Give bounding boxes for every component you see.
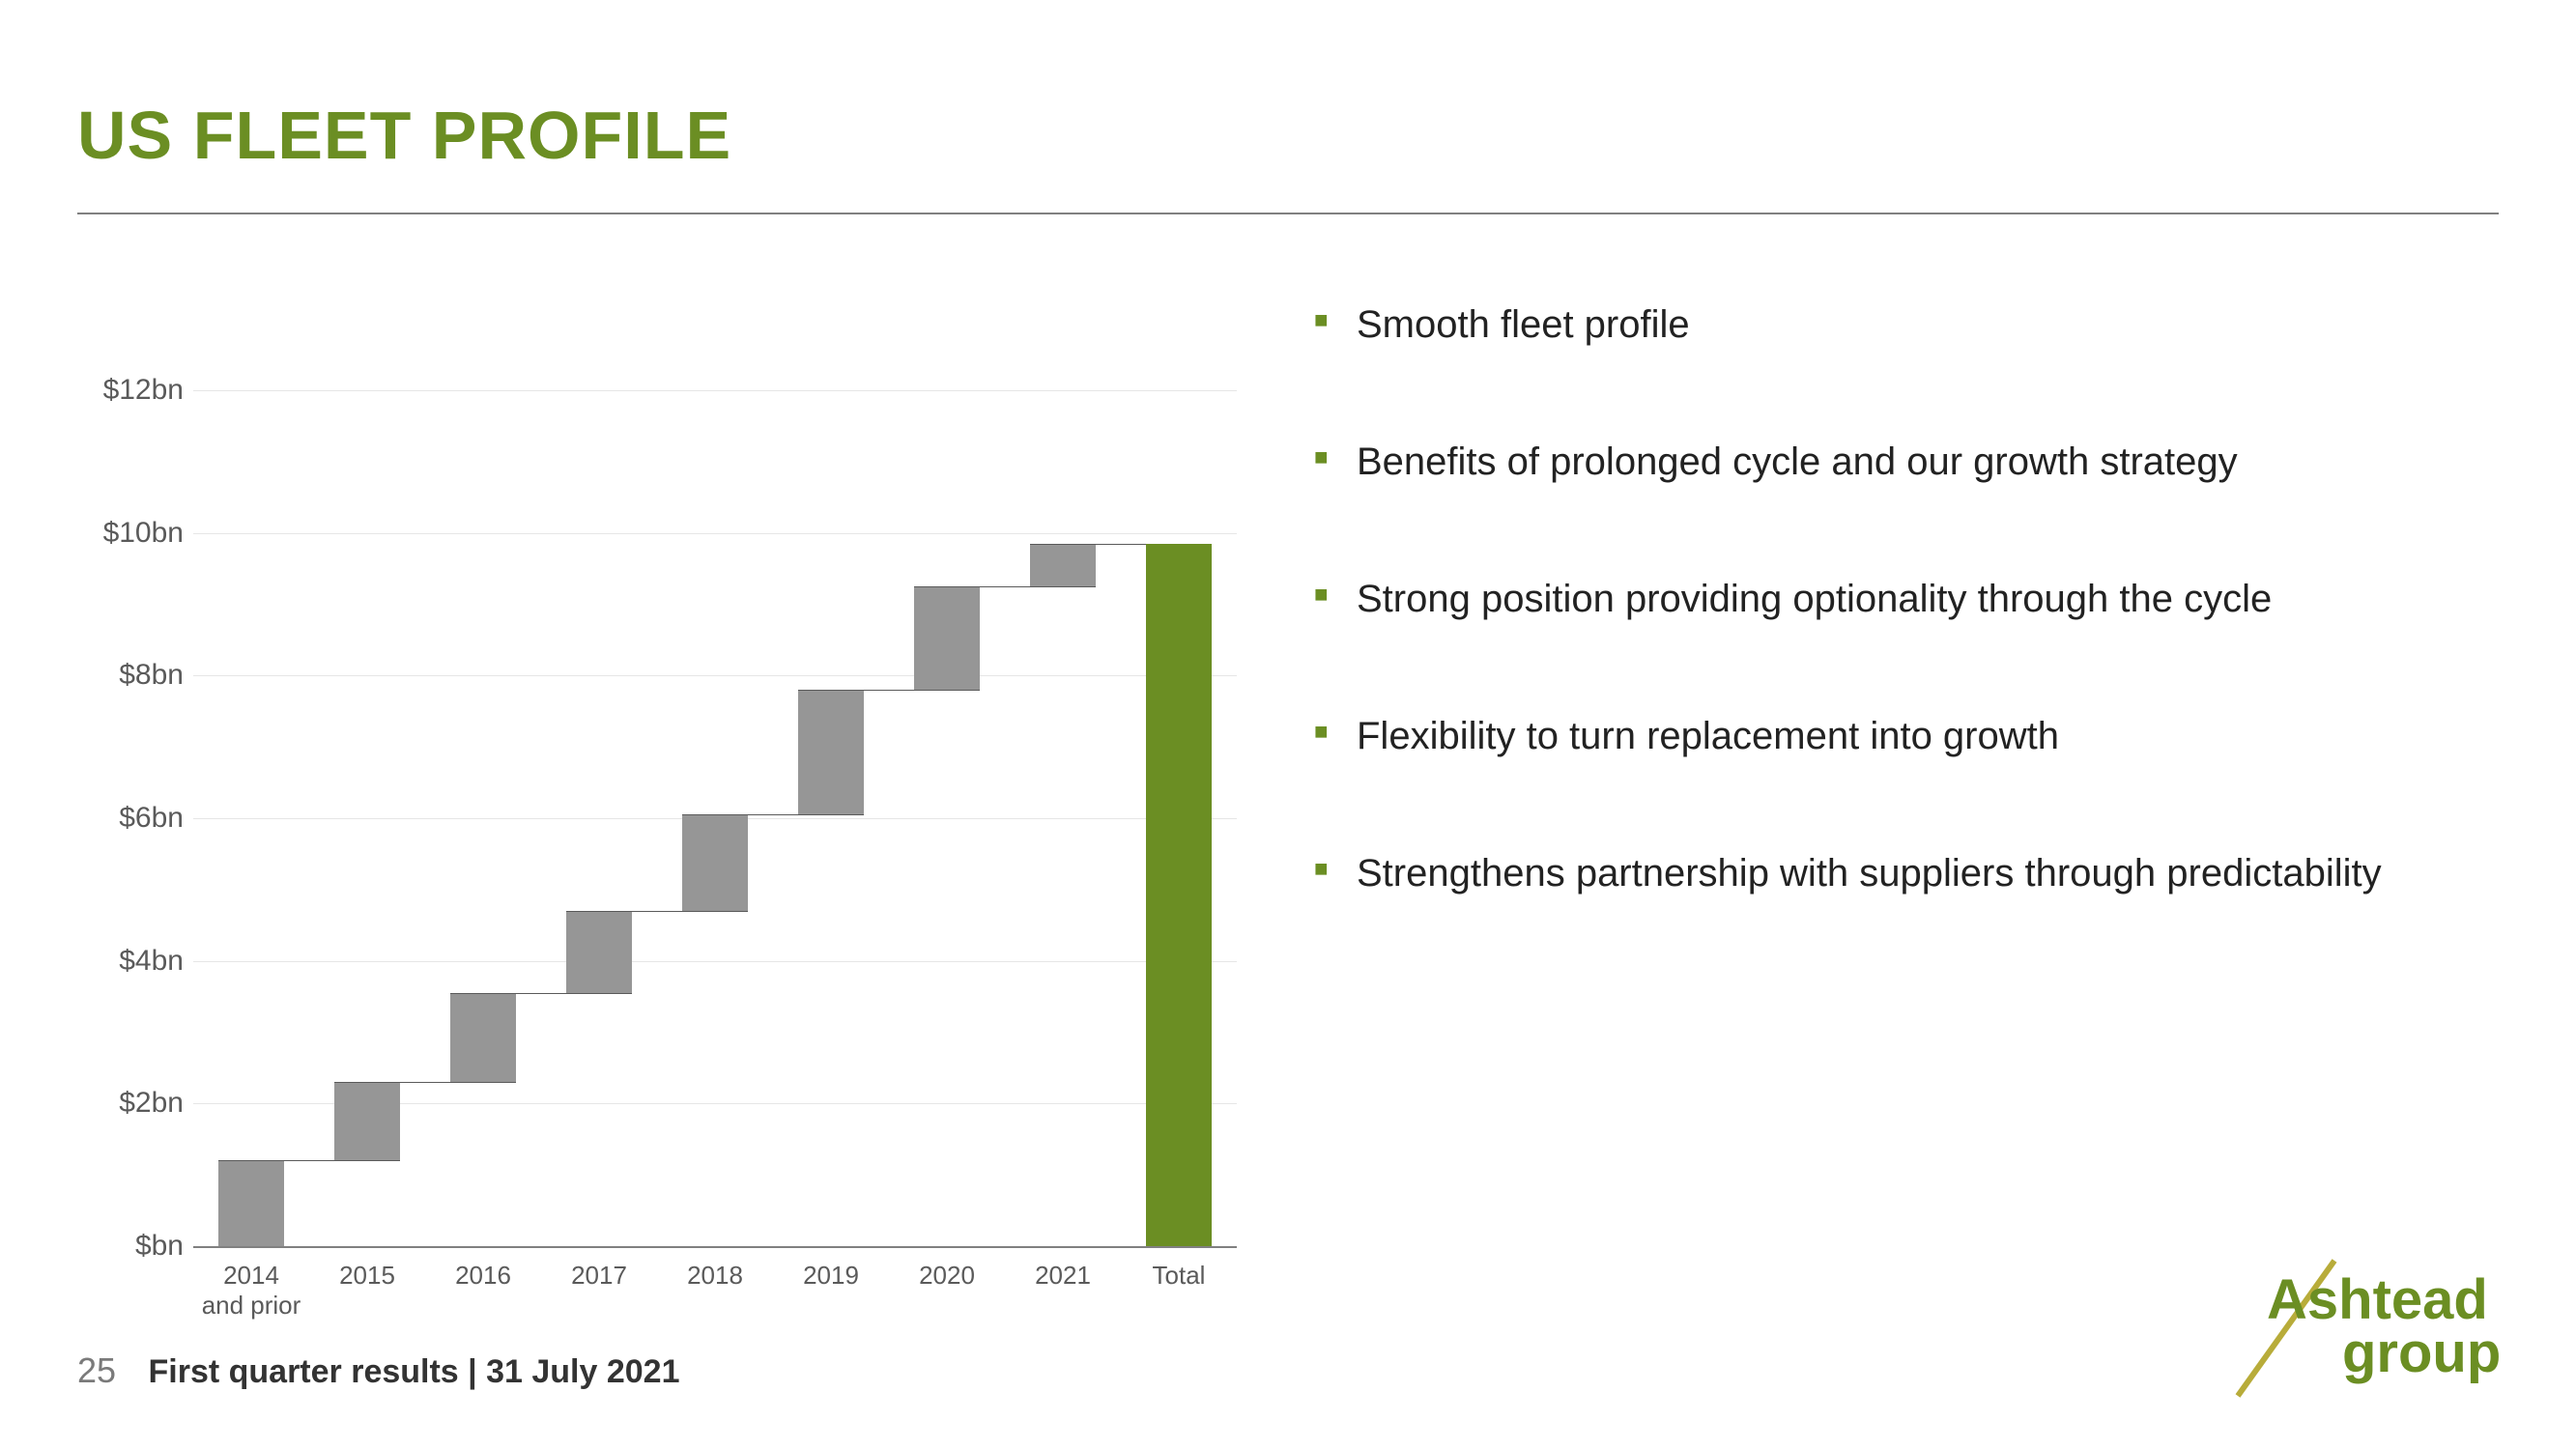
footer-text: First quarter results | 31 July 2021 (149, 1353, 680, 1390)
x-tick-label: 2017 (541, 1261, 657, 1291)
title-rule (77, 213, 2499, 214)
waterfall-chart: $bn$2bn$4bn$6bn$8bn$10bn$12bn2014and pri… (77, 290, 1256, 1314)
ashtead-logo: Ashtead group (2170, 1251, 2499, 1410)
y-tick-label: $4bn (77, 945, 184, 978)
bullet-item: Smooth fleet profile (1314, 299, 2493, 350)
y-tick-label: $2bn (77, 1087, 184, 1120)
connector-line (798, 690, 979, 691)
connector-line (914, 586, 1095, 587)
waterfall-bar (334, 1082, 399, 1160)
x-tick-label: 2016 (425, 1261, 541, 1291)
connector-line (682, 814, 863, 815)
y-tick-label: $bn (77, 1230, 184, 1263)
logo-line2: group (2342, 1321, 2499, 1384)
connector-line (566, 911, 747, 912)
y-tick-label: $6bn (77, 802, 184, 835)
bullet-item: Benefits of prolonged cycle and our grow… (1314, 437, 2493, 487)
bullet-item: Strengthens partnership with suppliers t… (1314, 848, 2493, 898)
connector-line (450, 993, 631, 994)
connector-line (334, 1082, 515, 1083)
y-tick-label: $10bn (77, 517, 184, 550)
x-tick-label: 2014and prior (193, 1261, 309, 1321)
x-tick-label: 2015 (309, 1261, 425, 1291)
page-number: 25 (77, 1350, 116, 1390)
page-title: US FLEET PROFILE (77, 97, 731, 174)
y-tick-label: $12bn (77, 374, 184, 407)
grid-line (193, 533, 1237, 534)
footer: 25 First quarter results | 31 July 2021 (77, 1350, 680, 1391)
waterfall-bar (218, 1160, 283, 1246)
waterfall-bar (1030, 544, 1095, 586)
total-bar (1146, 544, 1211, 1246)
grid-line (193, 675, 1237, 676)
grid-line (193, 961, 1237, 962)
waterfall-bar (798, 690, 863, 814)
x-tick-label: 2018 (657, 1261, 773, 1291)
waterfall-bar (566, 911, 631, 993)
bullet-list: Smooth fleet profile Benefits of prolonge… (1314, 299, 2493, 985)
connector-line (218, 1160, 399, 1161)
x-tick-label: 2019 (773, 1261, 889, 1291)
x-tick-label: 2020 (889, 1261, 1005, 1291)
waterfall-bar (914, 586, 979, 690)
waterfall-bar (682, 814, 747, 911)
bullet-item: Flexibility to turn replacement into gro… (1314, 711, 2493, 761)
x-tick-label: 2021 (1005, 1261, 1121, 1291)
x-axis (193, 1246, 1237, 1248)
x-tick-label: Total (1121, 1261, 1237, 1291)
y-tick-label: $8bn (77, 659, 184, 692)
bullet-item: Strong position providing optionality th… (1314, 574, 2493, 624)
grid-line (193, 390, 1237, 391)
waterfall-bar (450, 993, 515, 1082)
slide: US FLEET PROFILE $bn $2bn $4bn $6bn $8bn $10b… (0, 0, 2576, 1449)
